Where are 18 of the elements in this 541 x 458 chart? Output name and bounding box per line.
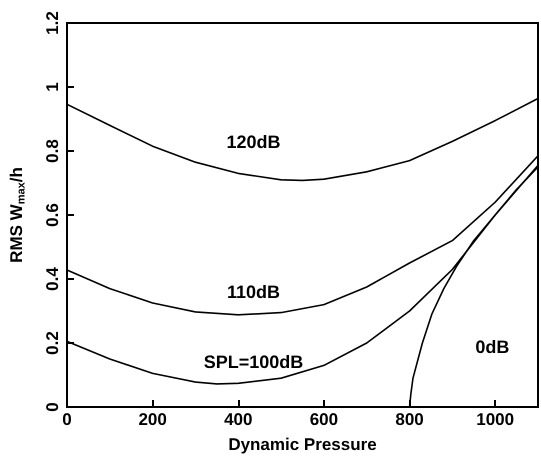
y-tick-label: 1.2 xyxy=(43,11,62,35)
y-tick-label: 0.4 xyxy=(43,266,62,291)
x-tick-label: 600 xyxy=(310,410,338,429)
y-tick-label: 0.6 xyxy=(43,203,62,227)
y-axis-title: RMS Wmax/h xyxy=(7,167,28,263)
x-axis-title: Dynamic Pressure xyxy=(228,435,377,454)
x-tick-label: 400 xyxy=(224,410,252,429)
x-tick-label: 800 xyxy=(395,410,424,429)
y-tick-label: 1 xyxy=(43,82,62,92)
x-tick-label: 1000 xyxy=(476,410,514,429)
series-label: 120dB xyxy=(226,132,280,152)
y-tick-label: 0 xyxy=(43,402,62,412)
series-label: 110dB xyxy=(226,282,280,302)
text: 0dB xyxy=(475,337,510,357)
x-tick-label: 200 xyxy=(138,410,167,429)
series-label: SPL=100dB xyxy=(204,352,304,372)
y-tick-label: 0.8 xyxy=(43,139,62,163)
y-tick-label: 0.2 xyxy=(43,331,62,355)
